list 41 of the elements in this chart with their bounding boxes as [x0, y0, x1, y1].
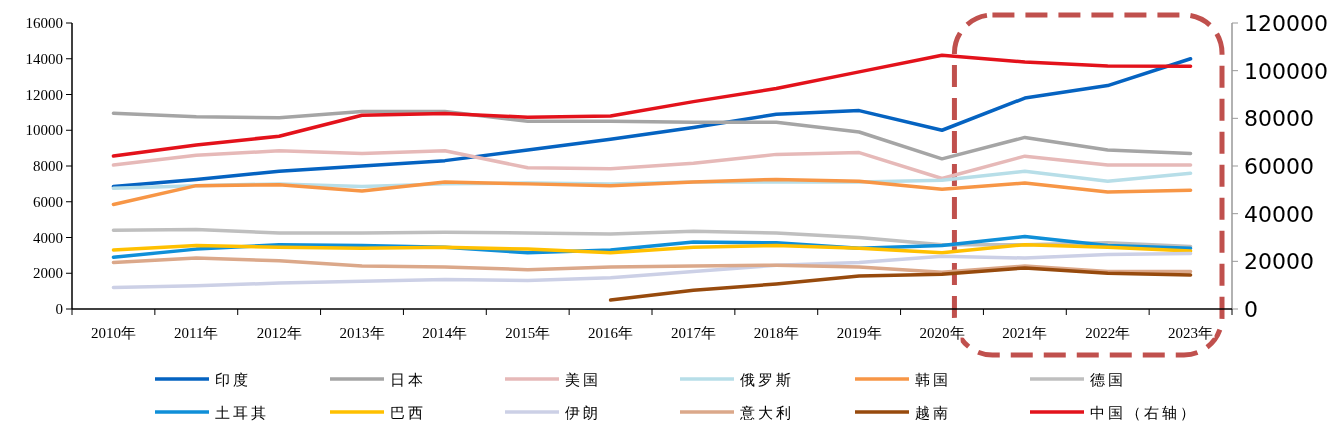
x-tick-label: 2023年: [1168, 325, 1214, 341]
y-tick-label: 12000: [25, 86, 63, 103]
x-tick-label: 2021年: [1002, 325, 1048, 341]
y2-tick-label: 100000: [1244, 58, 1328, 84]
x-tick-label: 2014年: [422, 325, 468, 341]
x-tick-label: 2012年: [256, 325, 302, 341]
x-tick-label: 2022年: [1085, 325, 1131, 341]
y-tick-label: 4000: [33, 229, 63, 246]
x-tick-label: 2011年: [174, 325, 219, 341]
y2-tick-label: 20000: [1244, 249, 1314, 275]
legend-label: 巴西: [390, 405, 426, 421]
y-tick-label: 2000: [33, 265, 63, 282]
legend-label: 意大利: [739, 405, 794, 421]
x-tick-label: 2015年: [505, 325, 551, 341]
legend-label: 德国: [1090, 372, 1126, 388]
y2-tick-label: 80000: [1244, 106, 1314, 132]
y2-tick-label: 120000: [1244, 11, 1328, 36]
legend-label: 越南: [915, 405, 951, 421]
y-tick-label: 16000: [25, 15, 63, 31]
y2-tick-label: 60000: [1244, 154, 1314, 179]
legend-label: 日本: [390, 372, 426, 388]
x-tick-label: 2017年: [670, 325, 716, 341]
y-tick-label: 10000: [25, 122, 63, 139]
legend-label: 土耳其: [215, 405, 269, 421]
y-tick-label: 8000: [33, 158, 63, 174]
y-tick-label: 0: [55, 301, 63, 317]
legend-label: 俄罗斯: [740, 372, 794, 388]
x-tick-label: 2018年: [753, 325, 799, 341]
x-tick-label: 2013年: [339, 325, 385, 341]
x-tick-label: 2016年: [588, 325, 634, 341]
legend-label: 印度: [215, 372, 251, 388]
y2-tick-label: 40000: [1244, 201, 1314, 227]
y-tick-label: 6000: [33, 193, 63, 210]
legend-label: 中国（右轴）: [1090, 405, 1198, 421]
x-tick-label: 2010年: [90, 325, 136, 341]
y-tick-label: 14000: [25, 50, 63, 67]
y2-tick-label: 0: [1244, 297, 1258, 322]
legend-label: 伊朗: [565, 405, 601, 421]
legend-label: 美国: [565, 372, 601, 388]
legend-label: 韩国: [915, 372, 951, 388]
x-tick-label: 2019年: [836, 325, 882, 341]
